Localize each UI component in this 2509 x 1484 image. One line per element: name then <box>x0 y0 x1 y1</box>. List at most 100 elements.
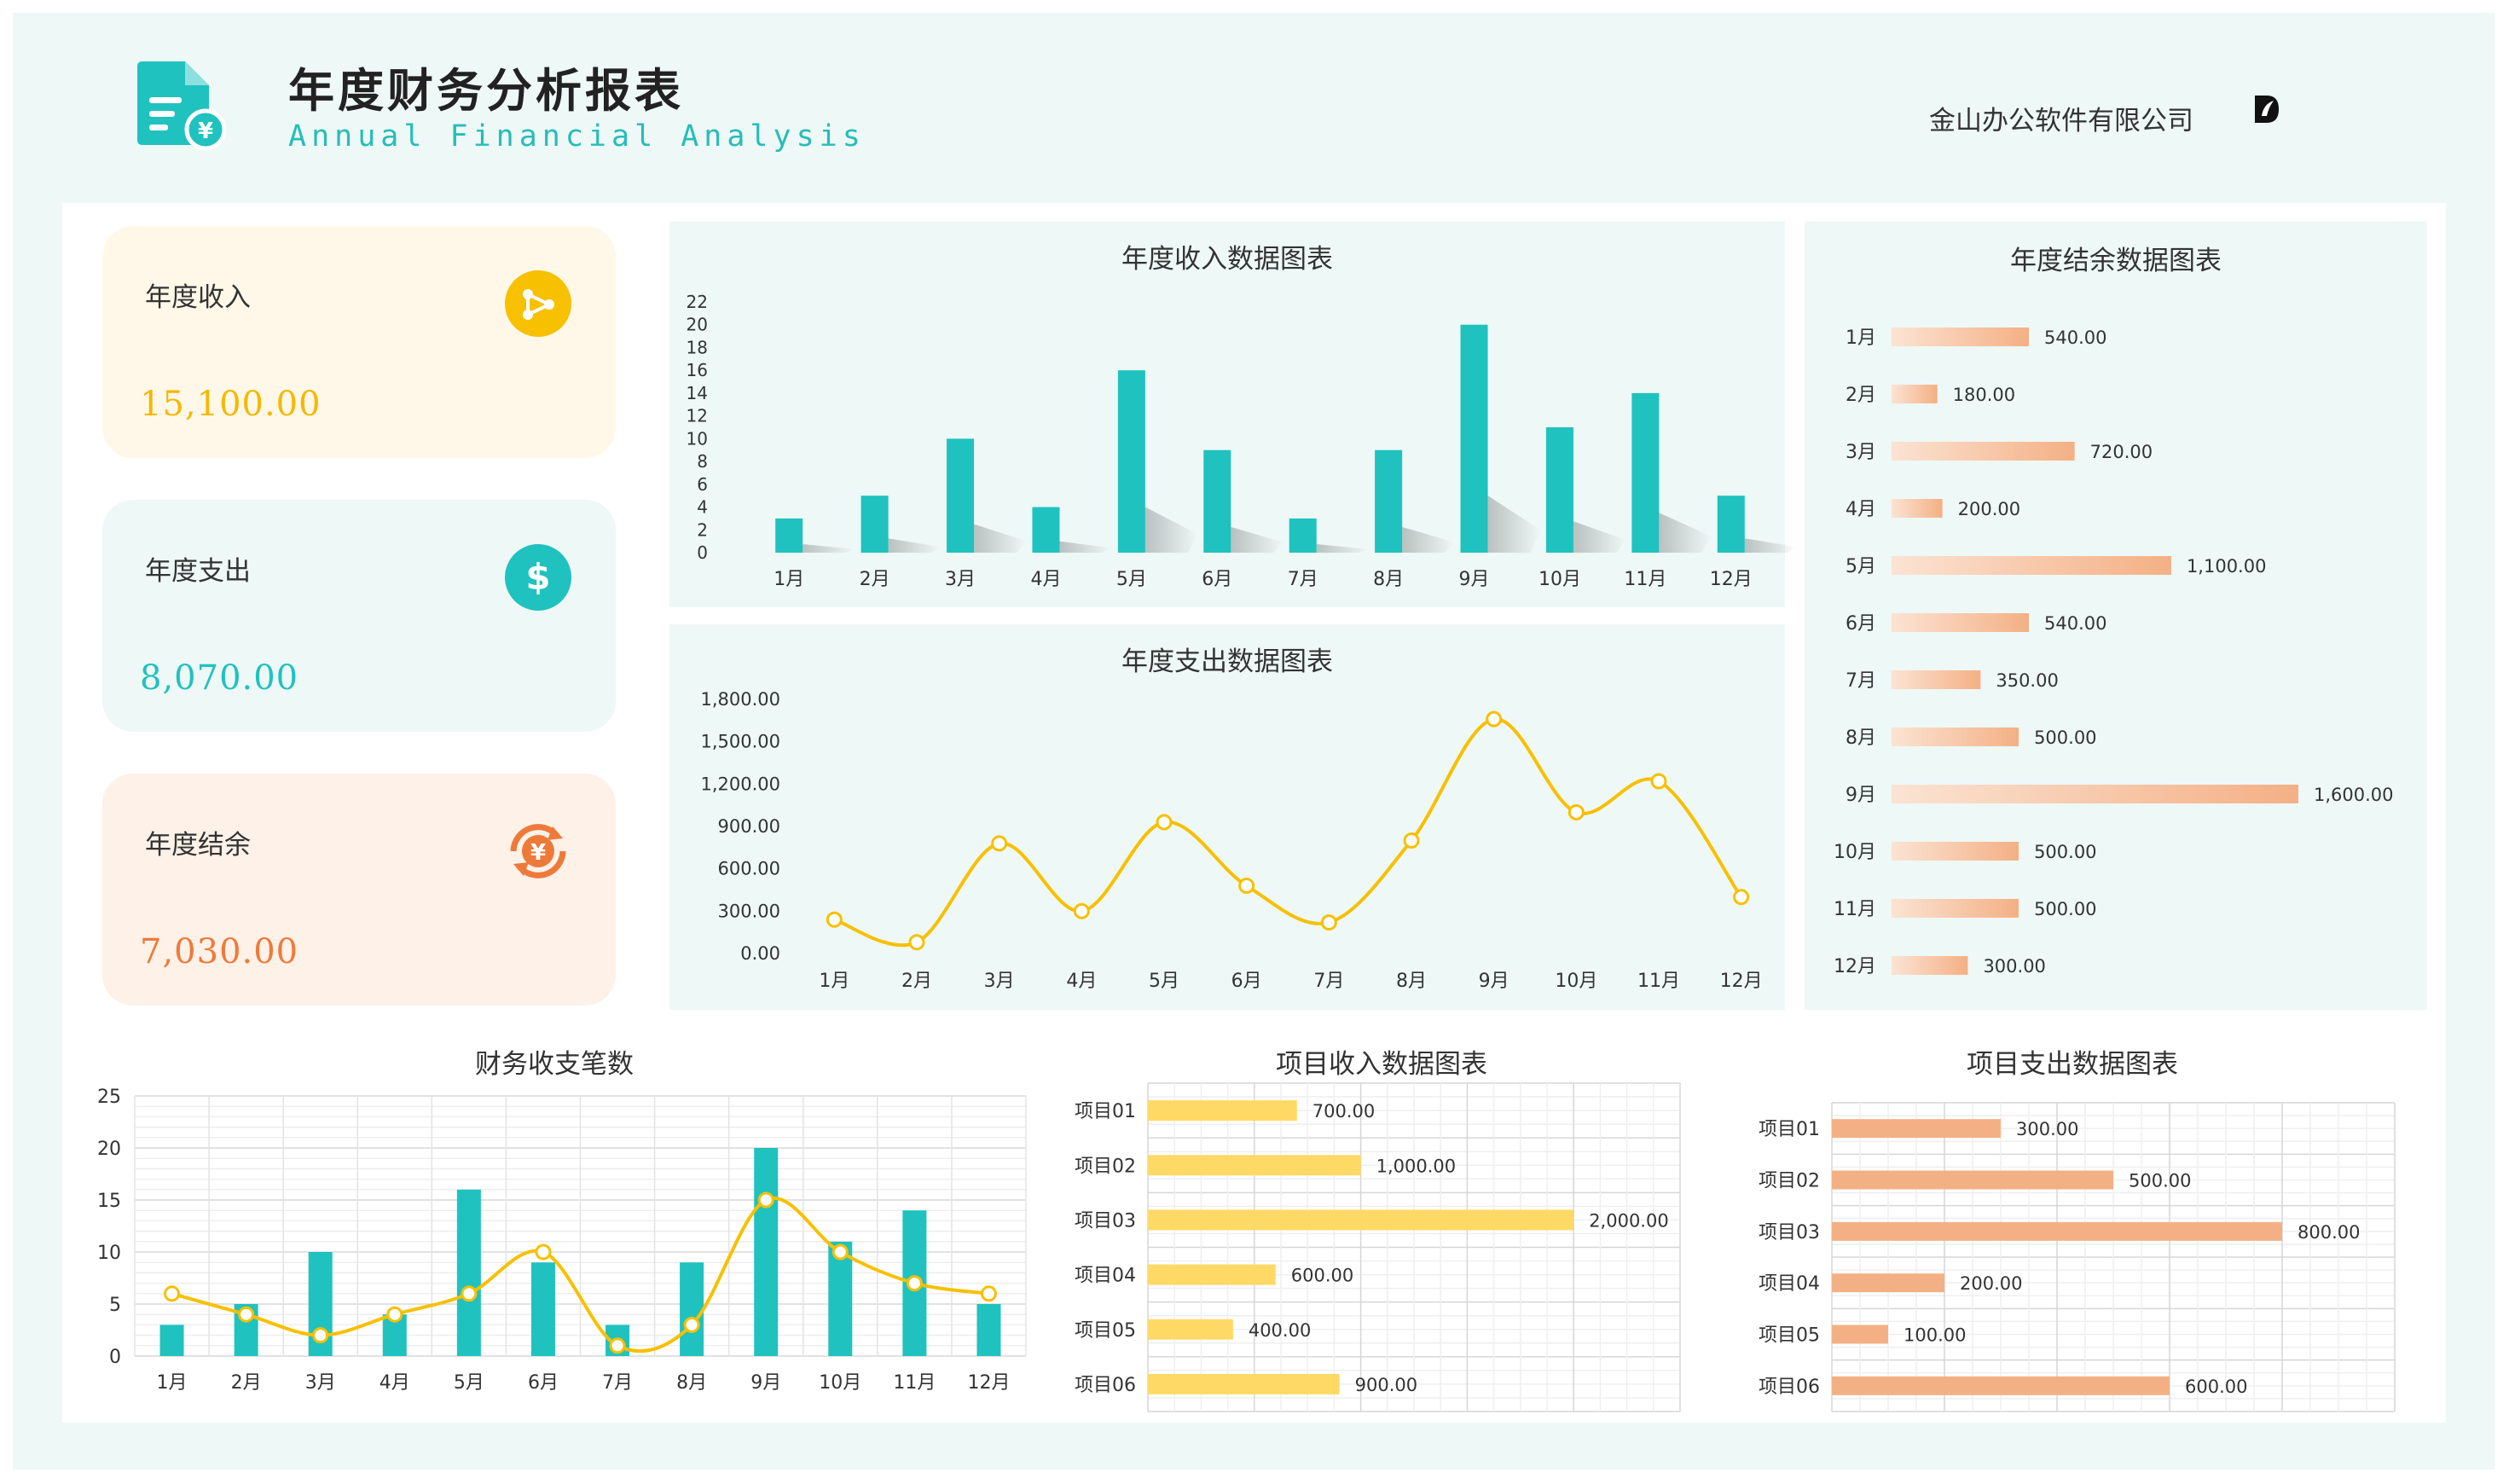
project-bar <box>1832 1221 2282 1241</box>
count-point <box>312 1327 329 1344</box>
bar-shadow <box>1744 538 1798 553</box>
balance-bar <box>1892 499 1943 518</box>
x-tick-label: 8月 <box>1396 971 1427 992</box>
project-bar <box>1148 1319 1233 1340</box>
expense-point <box>826 911 843 928</box>
data-label: 800.00 <box>2298 1222 2360 1243</box>
category-label: 项目04 <box>1075 1266 1136 1287</box>
expense-point <box>908 934 925 951</box>
data-label: 600.00 <box>1291 1266 1353 1286</box>
count-point <box>980 1285 997 1302</box>
category-label: 项目05 <box>1759 1325 1820 1347</box>
data-label: 1,000.00 <box>1376 1156 1457 1176</box>
bar-shadow <box>1059 541 1113 553</box>
data-label: 540.00 <box>2044 328 2106 348</box>
income-bar <box>775 518 803 553</box>
count-point <box>906 1275 923 1292</box>
data-label: 200.00 <box>1958 499 2020 519</box>
y-tick-label: 4 <box>697 497 708 518</box>
data-label: 300.00 <box>2016 1119 2078 1139</box>
y-tick-label: 25 <box>97 1087 121 1108</box>
x-tick-label: 5月 <box>1149 971 1179 992</box>
x-tick-label: 1月 <box>819 971 849 992</box>
x-tick-label: 6月 <box>1202 569 1232 590</box>
chart-title: 财务收支笔数 <box>475 1049 634 1080</box>
data-label: 500.00 <box>2034 728 2096 748</box>
expense-point <box>1156 814 1173 831</box>
data-label: 500.00 <box>2034 899 2096 919</box>
bar-shadow <box>974 524 1028 553</box>
project-bar <box>1832 1325 1888 1344</box>
x-tick-label: 9月 <box>750 1372 781 1394</box>
y-tick-label: 1,200.00 <box>700 774 780 794</box>
data-label: 900.00 <box>1355 1375 1417 1395</box>
page-subtitle: Annual Financial Analysis <box>288 119 866 154</box>
data-label: 100.00 <box>1903 1325 1966 1346</box>
company-name: 金山办公软件有限公司 <box>1929 106 2193 136</box>
income-bar <box>1032 507 1060 553</box>
chart-title: 项目收入数据图表 <box>1276 1049 1487 1080</box>
x-tick-label: 2月 <box>231 1372 262 1394</box>
balance-bar <box>1892 670 1981 689</box>
y-tick-label: 900.00 <box>718 816 780 837</box>
y-tick-label: 300.00 <box>718 901 780 921</box>
svg-text:$: $ <box>525 556 550 598</box>
project-bar <box>1148 1264 1276 1285</box>
category-label: 11月 <box>1834 899 1876 920</box>
count-point <box>238 1306 255 1323</box>
category-label: 9月 <box>1846 785 1876 806</box>
data-label: 200.00 <box>1960 1273 2022 1294</box>
category-label: 项目04 <box>1759 1273 1820 1295</box>
data-label: 500.00 <box>2034 842 2096 862</box>
x-tick-label: 5月 <box>454 1372 484 1394</box>
expense-point <box>991 835 1008 852</box>
income-bar <box>1631 392 1660 553</box>
balance-bar <box>1892 842 2019 861</box>
data-label: 720.00 <box>2090 442 2153 462</box>
count-point <box>164 1285 181 1302</box>
x-tick-label: 12月 <box>1710 569 1753 590</box>
data-label: 600.00 <box>2185 1377 2247 1397</box>
expense-point <box>1650 773 1667 790</box>
page-title: 年度财务分析报表 <box>288 64 684 118</box>
x-tick-label: 12月 <box>1720 971 1763 992</box>
income-bar <box>860 496 889 553</box>
kpi-label: 年度结余 <box>145 830 251 861</box>
project-bar <box>1148 1373 1340 1394</box>
data-label: 180.00 <box>1953 385 2015 405</box>
category-label: 项目06 <box>1075 1375 1136 1396</box>
x-tick-label: 4月 <box>380 1372 410 1394</box>
y-tick-label: 1,500.00 <box>700 732 780 752</box>
y-tick-label: 20 <box>687 315 708 335</box>
expense-point <box>1733 889 1750 906</box>
kpi-card-income: 年度收入 15,100.00 <box>102 226 616 458</box>
chart-title: 项目支出数据图表 <box>1967 1049 2178 1080</box>
income-bar <box>1289 518 1317 553</box>
y-tick-label: 0 <box>697 542 708 563</box>
category-label: 项目06 <box>1759 1377 1820 1398</box>
expense-point <box>1073 902 1090 919</box>
y-tick-label: 0.00 <box>740 943 780 964</box>
income-bar <box>947 438 975 553</box>
category-label: 项目03 <box>1759 1222 1820 1243</box>
y-tick-label: 22 <box>687 292 708 312</box>
count-point <box>832 1243 849 1261</box>
bar-shadow <box>1402 526 1456 553</box>
x-tick-label: 4月 <box>1066 971 1097 992</box>
count-point <box>609 1337 626 1354</box>
balance-bar <box>1892 442 2075 461</box>
bar-shadow <box>1316 543 1370 553</box>
balance-bar <box>1892 328 2029 346</box>
y-tick-label: 5 <box>109 1295 121 1316</box>
x-tick-label: 7月 <box>1313 971 1344 992</box>
y-tick-label: 10 <box>97 1243 121 1264</box>
bar-shadow <box>1573 521 1626 553</box>
x-tick-label: 10月 <box>819 1372 861 1394</box>
y-tick-label: 0 <box>109 1347 121 1368</box>
balance-bar <box>1892 956 1968 975</box>
kpi-card-balance: 年度结余 ¥ 7,030.00 <box>102 774 616 1006</box>
expense-point <box>1403 832 1420 849</box>
x-tick-label: 9月 <box>1459 569 1490 590</box>
category-label: 项目01 <box>1759 1119 1820 1140</box>
income-bar <box>1460 324 1488 553</box>
